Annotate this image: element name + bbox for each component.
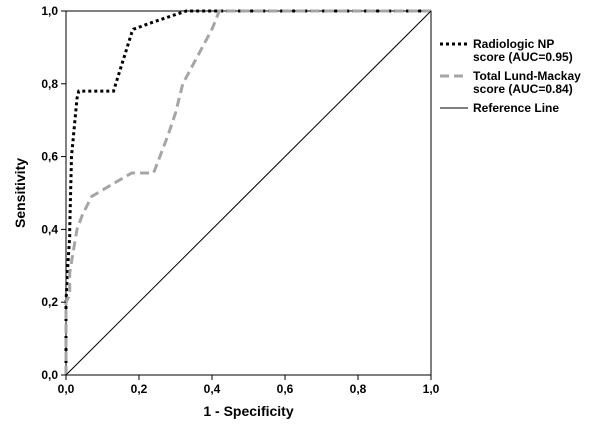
legend-label-0: score (AUC=0.95) <box>473 50 573 64</box>
y-axis: 0,0 0,2 0,4 0,6 0,8 1,0 <box>41 4 66 382</box>
y-tick-label: 1,0 <box>41 4 58 18</box>
y-tick-label: 0,8 <box>41 77 58 91</box>
x-tick-label: 0,0 <box>58 382 75 396</box>
x-tick-label: 0,4 <box>204 382 221 396</box>
series-line-2 <box>65 10 432 376</box>
y-axis-title: Sensitivity <box>12 158 28 228</box>
series-line-1 <box>64 9 431 375</box>
legend-label-1: score (AUC=0.84) <box>473 82 573 96</box>
x-axis-title: 1 - Specificity <box>203 403 293 419</box>
legend-label-1: Total Lund-Mackay <box>473 69 581 83</box>
x-tick-label: 0,2 <box>131 382 148 396</box>
x-tick-label: 0,6 <box>277 382 294 396</box>
y-tick-label: 0,6 <box>41 150 58 164</box>
legend-label-2: Reference Line <box>473 101 559 115</box>
y-tick-label: 0,2 <box>41 295 58 309</box>
plot-area <box>64 9 432 376</box>
x-tick-label: 1,0 <box>423 382 440 396</box>
legend-label-0: Radiologic NP <box>473 37 554 51</box>
y-tick-label: 0,0 <box>41 368 58 382</box>
series-line-0 <box>64 9 431 375</box>
x-axis: 0,0 0,2 0,4 0,6 0,8 1,0 <box>58 375 440 396</box>
x-tick-label: 0,8 <box>350 382 367 396</box>
y-tick-label: 0,4 <box>41 222 58 236</box>
